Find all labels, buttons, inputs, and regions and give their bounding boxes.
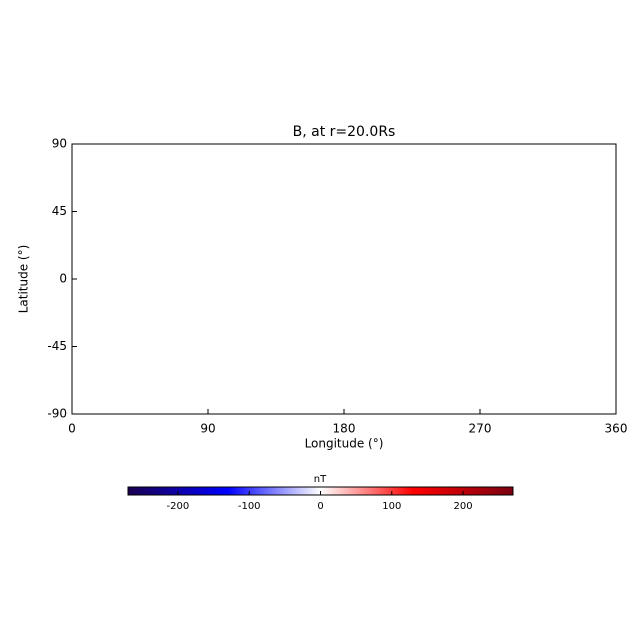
y-tick-label: 0 — [59, 272, 67, 286]
colorbar-tick-label: 200 — [454, 501, 473, 512]
colorbar-tick-label: 100 — [382, 501, 401, 512]
plot-frame — [71, 143, 617, 415]
colorbar-label: nT — [314, 474, 327, 485]
y-tick-label: 45 — [52, 204, 67, 218]
colorbar-tick-label: -200 — [167, 501, 190, 512]
colorbar-tick-label: -100 — [238, 501, 261, 512]
y-tick-label: 90 — [52, 137, 67, 151]
x-tick-label: 0 — [68, 422, 76, 436]
x-tick-label: 90 — [200, 422, 215, 436]
y-tick-label: -45 — [47, 339, 67, 353]
y-tick-label: -90 — [47, 407, 67, 421]
x-tick-label: 180 — [333, 422, 356, 436]
x-tick-label: 360 — [605, 422, 628, 436]
y-axis-label: Latitude (°) — [17, 245, 31, 314]
x-tick-label: 270 — [469, 422, 492, 436]
colorbar-tick-label: 0 — [317, 501, 323, 512]
x-axis-label: Longitude (°) — [305, 437, 384, 451]
chart-title: B, at r=20.0Rs — [293, 124, 396, 140]
